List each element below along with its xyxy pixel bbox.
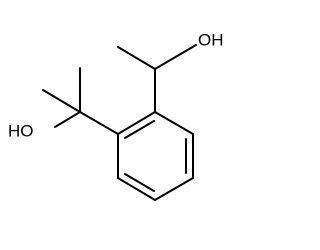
bond	[42, 89, 81, 113]
bonds	[42, 44, 197, 201]
atom-label: HO	[8, 121, 34, 140]
double-bond-inner	[124, 120, 155, 139]
bond	[117, 46, 156, 70]
ring-bond	[117, 177, 156, 201]
bond	[54, 111, 81, 128]
ring-bond	[154, 177, 194, 201]
double-bond-inner	[124, 173, 155, 192]
bond	[79, 111, 119, 135]
atom-label: OH	[198, 30, 224, 49]
ring-bond	[154, 111, 194, 135]
ring-bond	[117, 111, 156, 135]
structure: OH HO	[8, 30, 224, 201]
bond	[154, 44, 197, 70]
